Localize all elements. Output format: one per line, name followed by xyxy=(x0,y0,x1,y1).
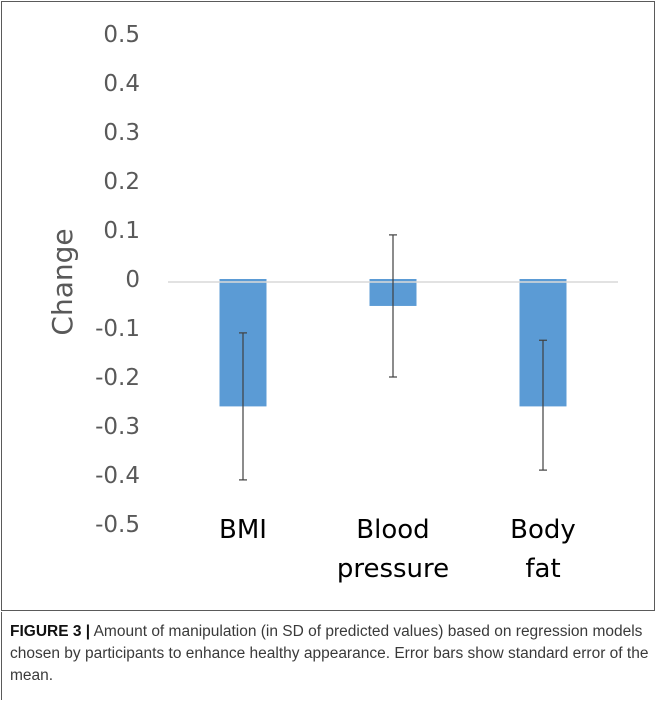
y-tick-label: -0.5 xyxy=(95,512,140,538)
y-tick-label: 0.2 xyxy=(103,169,140,195)
y-tick-label: -0.2 xyxy=(95,365,140,391)
category-label: Blood xyxy=(356,515,429,545)
category-label: BMI xyxy=(219,515,267,545)
y-tick-label: -0.1 xyxy=(95,316,140,342)
caption-lead: FIGURE 3 | xyxy=(10,623,91,640)
y-tick-label: -0.4 xyxy=(95,463,140,489)
figure-frame xyxy=(1,1,655,611)
y-tick-label: 0.5 xyxy=(103,22,140,48)
y-tick-label: 0.4 xyxy=(103,71,140,97)
y-tick-label: -0.3 xyxy=(95,414,140,440)
y-axis-ticks: 0.5 0.4 0.3 0.2 0.1 0 -0.1 -0.2 -0.3 -0.4 -0.5 xyxy=(95,22,140,538)
y-tick-label: 0.3 xyxy=(103,120,140,146)
caption-text: Amount of manipulation (in SD of predict… xyxy=(10,623,649,684)
y-tick-label: 0 xyxy=(125,267,140,293)
error-bars xyxy=(239,234,547,481)
category-label: Body xyxy=(510,515,576,545)
figure-caption: FIGURE 3 | Amount of manipulation (in SD… xyxy=(10,621,650,687)
category-label: pressure xyxy=(337,554,449,584)
category-label: fat xyxy=(525,554,560,584)
caption-rule xyxy=(1,612,2,700)
bar-chart: 0.5 0.4 0.3 0.2 0.1 0 -0.1 -0.2 -0.3 -0.4 -0.5 Cha… xyxy=(46,22,618,584)
y-axis-title: Change xyxy=(46,228,79,335)
category-labels: BMI Blood pressure Body fat xyxy=(219,515,576,584)
y-tick-label: 0.1 xyxy=(103,218,140,244)
